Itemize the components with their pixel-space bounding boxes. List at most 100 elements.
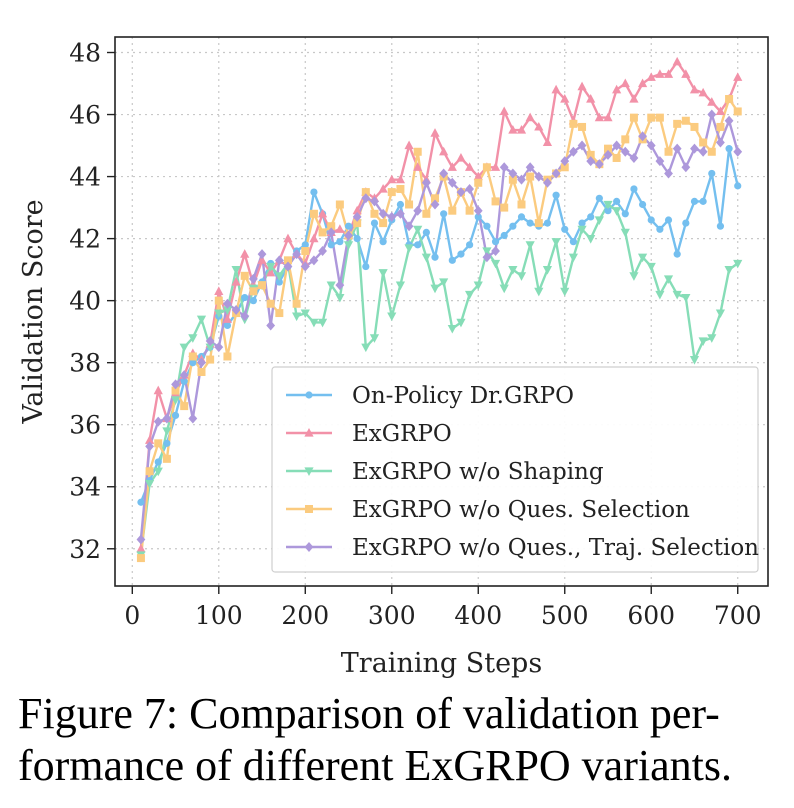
legend-entry: ExGRPO w/o Ques. Selection (286, 497, 690, 523)
data-point (214, 309, 224, 319)
y-tick-label: 48 (69, 39, 101, 68)
data-point (647, 113, 656, 122)
data-point (568, 253, 578, 263)
data-point (154, 439, 163, 448)
data-point (137, 498, 145, 506)
data-point (629, 94, 639, 103)
data-point (189, 359, 197, 367)
data-point (707, 334, 717, 343)
data-point (162, 454, 171, 463)
series-markers-on-policy-dr-grpo (137, 145, 742, 506)
data-point (396, 200, 405, 209)
data-point (326, 227, 336, 238)
data-point (309, 255, 319, 266)
data-point (482, 163, 491, 172)
data-point (136, 534, 146, 545)
data-point (466, 241, 474, 249)
data-point (257, 255, 267, 264)
data-point (509, 222, 517, 230)
data-point (473, 205, 483, 216)
data-point (240, 271, 249, 280)
data-point (266, 267, 276, 277)
data-point (526, 172, 535, 181)
data-point (153, 467, 163, 477)
data-point (716, 222, 725, 230)
series-lines (139, 60, 739, 559)
data-point (448, 206, 457, 215)
data-point (153, 416, 163, 427)
data-point (560, 94, 570, 103)
data-point (534, 219, 543, 228)
data-point (543, 177, 552, 188)
legend-swatch-marker (304, 428, 314, 437)
data-point (188, 413, 198, 424)
data-point (292, 249, 302, 260)
data-point (483, 222, 491, 230)
data-point (205, 343, 215, 353)
data-point (353, 235, 361, 243)
data-point (516, 272, 527, 281)
data-point (629, 272, 639, 281)
data-point (491, 197, 500, 206)
data-point (370, 209, 379, 218)
legend-label: ExGRPO w/o Ques., Traj. Selection (352, 535, 759, 561)
data-point (456, 318, 466, 328)
data-point (370, 196, 379, 207)
data-point (613, 197, 621, 205)
data-point (197, 357, 206, 368)
x-tick-label: 500 (541, 601, 589, 630)
legend-entry: ExGRPO w/o Shaping (286, 459, 604, 485)
legend-box (271, 366, 759, 573)
data-point (396, 184, 405, 193)
data-point (698, 337, 708, 346)
data-point (317, 318, 328, 328)
data-point (499, 162, 509, 173)
data-point (352, 205, 362, 215)
data-point (655, 113, 664, 122)
data-point (534, 171, 544, 182)
data-point (482, 252, 492, 263)
data-point (275, 309, 284, 318)
data-point (266, 299, 275, 308)
data-point (153, 385, 163, 395)
data-point (698, 87, 708, 97)
data-point (508, 125, 518, 134)
data-point (715, 309, 726, 319)
data-point (344, 222, 353, 230)
data-point (578, 219, 586, 227)
legend-swatch-marker (305, 505, 313, 513)
data-point (604, 207, 612, 215)
data-point (646, 262, 656, 272)
data-point (422, 228, 430, 237)
data-point (551, 238, 561, 247)
data-point (474, 213, 482, 221)
data-point (378, 208, 388, 219)
data-point (283, 256, 292, 265)
data-point (646, 140, 656, 151)
data-point (733, 259, 743, 269)
data-point (326, 281, 336, 291)
data-point (405, 200, 414, 209)
data-point (551, 84, 561, 94)
data-point (577, 225, 587, 235)
data-point (551, 168, 561, 179)
data-point (465, 183, 475, 194)
chart-container: 0 100 200 300 400 500 600 700 32 34 36 38 40 42 44 46 48… (18, 36, 769, 679)
data-point (214, 286, 224, 295)
legend-entry: On-Policy Dr.GRPO (286, 383, 574, 409)
data-point (577, 140, 587, 151)
data-point (379, 219, 388, 228)
data-point (300, 309, 310, 319)
data-point (707, 109, 717, 120)
y-axis-label: Validation Score (18, 199, 49, 424)
data-point (681, 69, 691, 78)
data-point (690, 143, 699, 154)
data-point (603, 149, 613, 160)
data-point (542, 137, 553, 147)
data-point (413, 162, 423, 171)
data-point (422, 209, 431, 218)
data-point (612, 84, 622, 94)
data-point (145, 467, 154, 476)
data-point (361, 193, 371, 204)
figure-caption: Figure 7: Comparison of validation per- … (18, 688, 788, 792)
